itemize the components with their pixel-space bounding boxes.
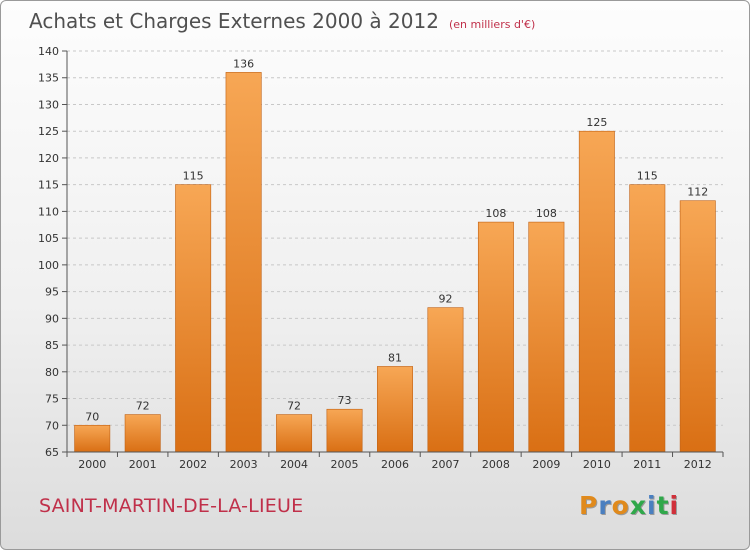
logo-letter: i (669, 491, 680, 520)
bar-value-label: 72 (136, 400, 150, 413)
bar (629, 184, 666, 453)
x-tick-label: 2008 (482, 458, 510, 471)
bar-value-label: 115 (183, 170, 204, 183)
x-tick-label: 2002 (179, 458, 207, 471)
unit-note: (en milliers d'€) (448, 18, 536, 31)
x-axis: 2000 2001 2002 2003 2004 2005 2006 2007 2008 2009… (66, 451, 724, 471)
bar-value-label: 72 (287, 400, 301, 413)
city-name: SAINT-MARTIN-DE-LA-LIEUE (39, 495, 304, 517)
y-tick-label: 80 (45, 366, 59, 379)
x-tick-label: 2009 (532, 458, 560, 471)
logo-letter: r (598, 491, 612, 520)
bar (225, 72, 262, 453)
y-tick-label: 70 (45, 419, 59, 432)
bar (679, 200, 716, 453)
x-tick-label: 2003 (230, 458, 258, 471)
x-tick-label: 2001 (129, 458, 157, 471)
bar-value-label: 136 (233, 57, 254, 70)
y-axis: 65 70 75 80 85 90 95 100 105 110 115 120 125 130 135 14… (38, 45, 68, 459)
y-tick-label: 135 (38, 72, 59, 85)
bar (578, 130, 615, 453)
x-tick-label: 2000 (78, 458, 106, 471)
bar-value-label: 92 (438, 293, 452, 306)
x-tick-label: 2007 (431, 458, 459, 471)
x-tick-label: 2006 (381, 458, 409, 471)
bar-value-label: 81 (388, 351, 402, 364)
bar-value-label: 115 (637, 170, 658, 183)
x-tick-label: 2012 (684, 458, 712, 471)
x-tick-label: 2011 (633, 458, 661, 471)
bar-value-label: 112 (687, 186, 708, 199)
bar (276, 414, 313, 453)
logo-letter: P (579, 491, 599, 520)
y-tick-label: 100 (38, 259, 59, 272)
bar (74, 424, 111, 453)
bar-value-label: 125 (586, 116, 607, 129)
y-tick-label: 105 (38, 232, 59, 245)
x-tick-label: 2010 (583, 458, 611, 471)
logo-letter: i (647, 491, 657, 520)
bar (377, 366, 413, 453)
y-tick-label: 120 (38, 152, 59, 165)
chart-title: Achats et Charges Externes 2000 à 2012 (e… (29, 9, 535, 33)
y-tick-label: 130 (38, 98, 59, 111)
bars: 70 72 115 136 72 73 81 92 108 108 125 115 112 (74, 57, 716, 453)
chart-title-text: Achats et Charges Externes 2000 à 2012 (29, 9, 439, 33)
x-tick-label: 2005 (331, 458, 359, 471)
y-tick-label: 115 (38, 179, 59, 192)
x-tick-label: 2004 (280, 458, 308, 471)
y-tick-label: 90 (45, 312, 59, 325)
bar-value-label: 73 (338, 394, 352, 407)
y-tick-label: 140 (38, 45, 59, 58)
bar-value-label: 70 (85, 410, 99, 423)
bar (326, 408, 363, 453)
bar (124, 414, 161, 453)
y-tick-label: 85 (45, 339, 59, 352)
bar (528, 221, 565, 453)
y-tick-label: 75 (45, 393, 59, 406)
bar (175, 184, 212, 453)
y-tick-label: 110 (38, 205, 59, 218)
bar (427, 307, 464, 453)
logo-letter: t (656, 491, 670, 520)
logo-letter: x (629, 491, 647, 520)
y-tick-label: 95 (45, 286, 59, 299)
logo-letter: o (611, 491, 630, 520)
y-tick-label: 65 (45, 446, 59, 459)
proxiti-logo: Proxiti (579, 491, 679, 520)
bar (477, 221, 514, 453)
bar-value-label: 108 (485, 207, 506, 220)
y-tick-label: 125 (38, 125, 59, 138)
bar-value-label: 108 (536, 207, 557, 220)
